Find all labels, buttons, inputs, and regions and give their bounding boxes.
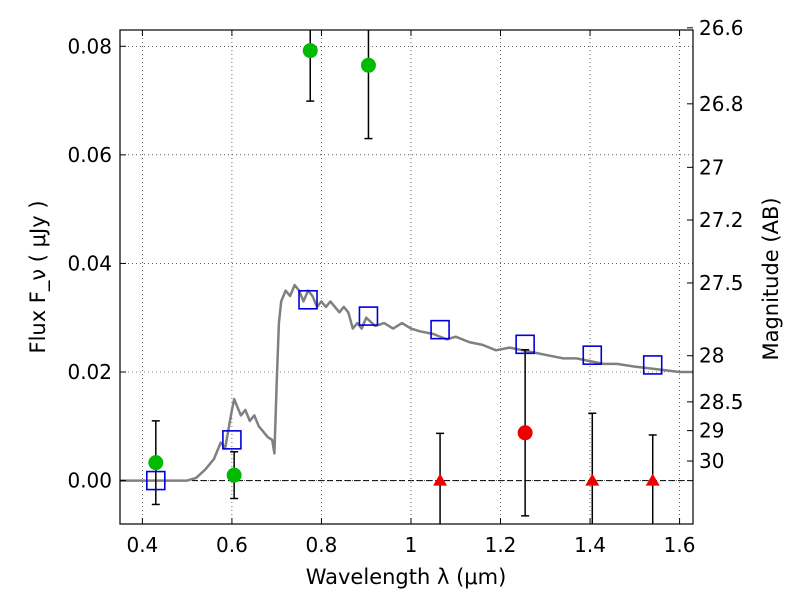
- mag-tick-label: 30: [699, 449, 724, 473]
- upper-limit-triangle: [585, 473, 600, 486]
- detection-point: [226, 467, 242, 483]
- model-square: [222, 430, 242, 450]
- x-tick-label: 1: [405, 533, 418, 557]
- y-tick-label: 0.02: [67, 360, 112, 384]
- mag-tick-label: 28: [699, 344, 724, 368]
- y-tick-label: 0.06: [67, 143, 112, 167]
- x-tick-label: 0.6: [216, 533, 248, 557]
- model-square: [582, 345, 603, 365]
- model-square: [430, 319, 450, 340]
- tick-layer: 0.4 0.6 0.8 1 1.2 1.4 1.6 0.00 0.02 0.04 0.06 0.08 2…: [67, 16, 743, 557]
- model-square: [298, 289, 318, 310]
- model-square: [358, 306, 379, 326]
- mag-tick-label: 27.5: [699, 271, 744, 295]
- mag-tick-label: 29: [699, 419, 724, 443]
- x-tick-label: 0.8: [306, 533, 338, 557]
- model-square-layer: [146, 289, 663, 491]
- plot-frame: [119, 29, 694, 525]
- x-tick-label: 1.4: [574, 533, 606, 557]
- point-layer: [148, 43, 660, 486]
- detection-point: [148, 455, 164, 471]
- detection-point: [302, 43, 318, 59]
- model-square: [642, 355, 663, 375]
- x-tick-label: 0.4: [126, 533, 158, 557]
- detection-point: [360, 57, 376, 73]
- x-tick-label: 1.6: [664, 533, 696, 557]
- right-axis-label: Magnitude (AB): [759, 197, 783, 360]
- upper-limit-triangle: [433, 473, 448, 486]
- y-tick-label: 0.00: [67, 469, 112, 493]
- y-axis-label: Flux F_ν ( μJy ): [26, 200, 51, 353]
- plot-area: [120, 30, 693, 524]
- mag-tick-label: 27.2: [699, 208, 744, 232]
- x-axis-label: Wavelength λ (μm): [306, 565, 507, 589]
- mag-tick-label: 28.5: [699, 390, 744, 414]
- y-tick-label: 0.04: [67, 251, 112, 275]
- red-detection-point: [517, 425, 533, 441]
- model-square: [515, 334, 535, 355]
- mag-tick-label: 27: [699, 155, 724, 179]
- mag-tick-label: 26.6: [699, 16, 744, 40]
- x-tick-label: 1.2: [485, 533, 517, 557]
- upper-limit-triangle: [645, 473, 660, 486]
- y-tick-label: 0.08: [67, 34, 112, 58]
- model-square: [146, 470, 166, 491]
- mag-tick-label: 26.8: [699, 92, 744, 116]
